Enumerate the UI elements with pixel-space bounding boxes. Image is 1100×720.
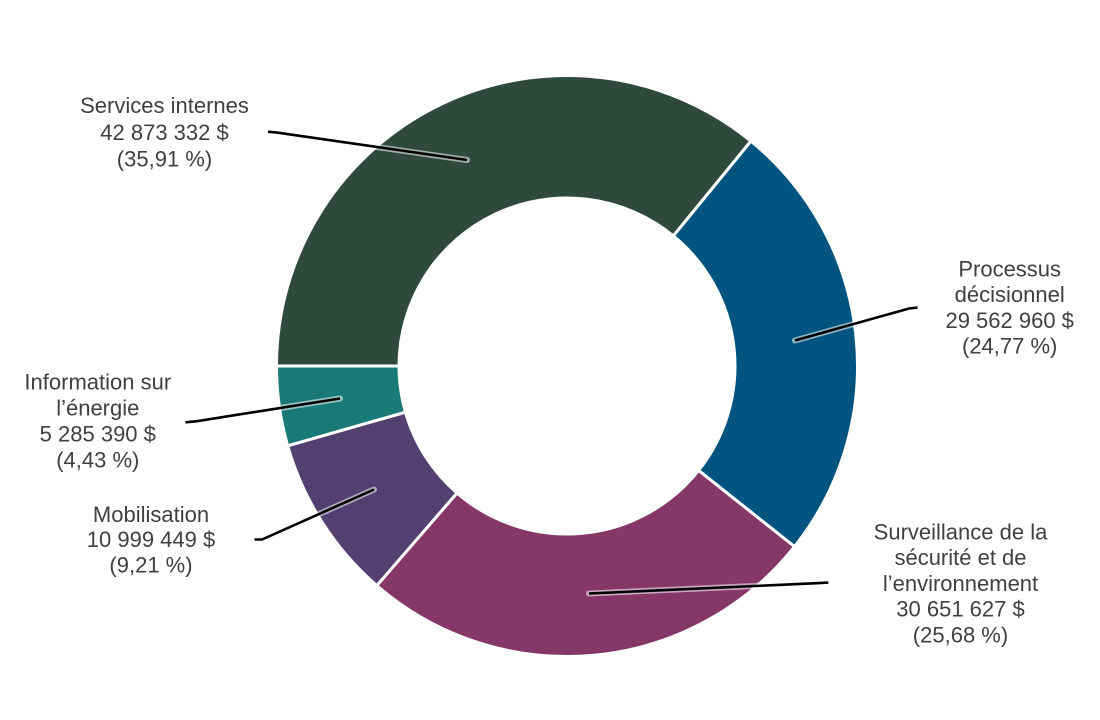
svg-text:5 285 390 $: 5 285 390 $: [40, 422, 156, 447]
svg-text:(9,21 %): (9,21 %): [109, 552, 192, 577]
svg-text:(25,68 %): (25,68 %): [913, 623, 1008, 648]
svg-text:(4,43 %): (4,43 %): [56, 448, 139, 473]
svg-text:10 999 449 $: 10 999 449 $: [87, 527, 215, 552]
svg-text:Processus: Processus: [958, 256, 1061, 281]
svg-text:l’environnement: l’environnement: [883, 571, 1038, 596]
svg-text:30 651 627 $: 30 651 627 $: [896, 597, 1024, 622]
svg-text:Services internes: Services internes: [80, 93, 249, 118]
svg-text:(35,91 %): (35,91 %): [117, 147, 212, 172]
svg-text:sécurité et de: sécurité et de: [894, 545, 1026, 570]
svg-text:(24,77 %): (24,77 %): [962, 334, 1057, 359]
svg-text:Mobilisation: Mobilisation: [93, 502, 209, 527]
svg-text:décisionnel: décisionnel: [955, 282, 1065, 307]
svg-text:29 562 960 $: 29 562 960 $: [945, 308, 1073, 333]
svg-text:l’énergie: l’énergie: [56, 396, 139, 421]
svg-text:Information sur: Information sur: [24, 370, 171, 395]
svg-text:42 873 332 $: 42 873 332 $: [100, 120, 228, 145]
svg-text:Surveillance de la: Surveillance de la: [874, 519, 1048, 544]
